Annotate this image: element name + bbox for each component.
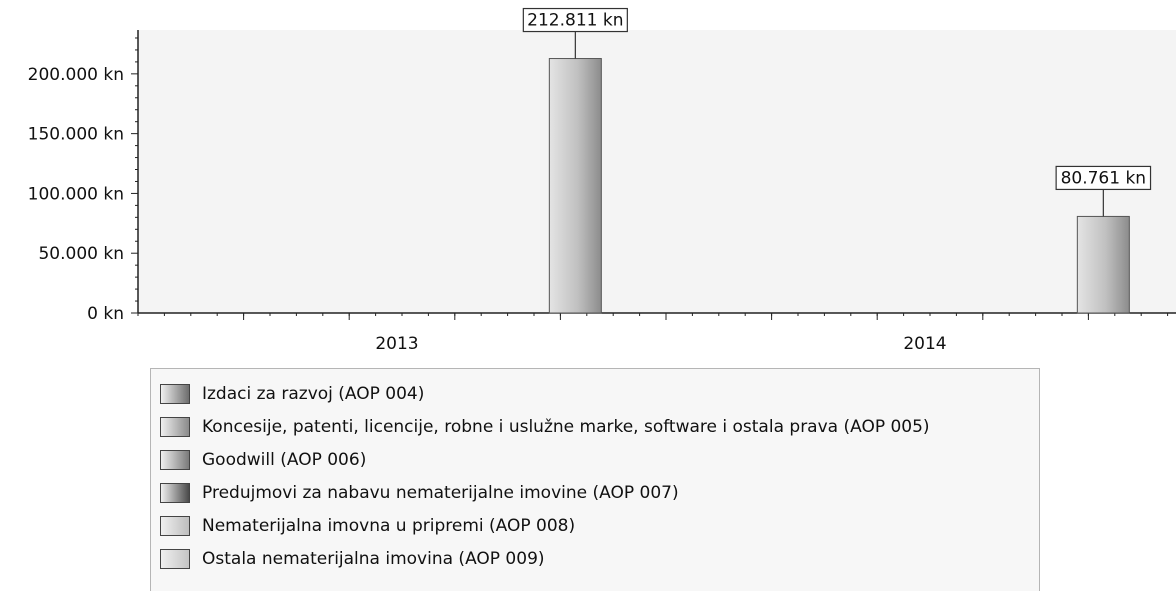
legend-swatch	[160, 449, 190, 470]
legend-swatch	[160, 416, 190, 437]
y-tick-label: 100.000 kn	[28, 184, 124, 204]
y-tick-label: 150.000 kn	[28, 125, 124, 145]
y-tick-label: 50.000 kn	[38, 244, 124, 264]
legend-item: Koncesije, patenti, licencije, robne i u…	[151, 410, 1039, 443]
data-label-box	[1055, 165, 1152, 191]
legend-label: Koncesije, patenti, licencije, robne i u…	[202, 416, 930, 437]
data-labels: 212.811 kn 80.761 kn	[522, 7, 1152, 217]
legend-label: Nematerijalna imovna u pripremi (AOP 008…	[202, 515, 576, 536]
y-tick-label: 200.000 kn	[28, 65, 124, 85]
y-axis: 0 kn 50.000 kn 100.000 kn 150.000 kn 200.000…	[28, 30, 139, 324]
bar-chart: 0 kn 50.000 kn 100.000 kn 150.000 kn 200.000…	[28, 7, 1176, 354]
legend-item: Predujmovi za nabavu nematerijalne imovi…	[151, 476, 1039, 509]
legend-label: Predujmovi za nabavu nematerijalne imovi…	[202, 482, 679, 503]
plot-area	[138, 30, 1176, 313]
legend-item: Goodwill (AOP 006)	[151, 443, 1039, 476]
legend-item: Nematerijalna imovna u pripremi (AOP 008…	[151, 509, 1039, 542]
bar	[548, 58, 602, 314]
x-axis: 2013 2014	[137, 312, 1176, 354]
bars	[548, 58, 1130, 314]
legend-label: Goodwill (AOP 006)	[202, 449, 367, 470]
x-tick-label: 2014	[903, 334, 946, 354]
legend-label: Ostala nematerijalna imovina (AOP 009)	[202, 548, 545, 569]
data-label-text: 212.811 kn	[527, 11, 623, 31]
legend-item: Izdaci za razvoj (AOP 004)	[151, 377, 1039, 410]
data-label-box	[522, 7, 628, 33]
x-tick-label: 2013	[375, 334, 418, 354]
legend-swatch	[160, 548, 190, 569]
legend-swatch	[160, 383, 190, 404]
legend-item: Ostala nematerijalna imovina (AOP 009)	[151, 542, 1039, 575]
data-label: 80.761 kn	[1055, 165, 1152, 191]
legend-swatch	[160, 482, 190, 503]
y-tick-label: 0 kn	[87, 304, 124, 324]
bar	[1076, 215, 1130, 314]
plot-background	[138, 30, 1176, 313]
legend-swatch	[160, 515, 190, 536]
data-label: 212.811 kn	[522, 7, 628, 33]
legend-label: Izdaci za razvoj (AOP 004)	[202, 383, 425, 404]
legend: Izdaci za razvoj (AOP 004) Koncesije, pat…	[150, 368, 1040, 591]
data-label-text: 80.761 kn	[1061, 168, 1147, 188]
